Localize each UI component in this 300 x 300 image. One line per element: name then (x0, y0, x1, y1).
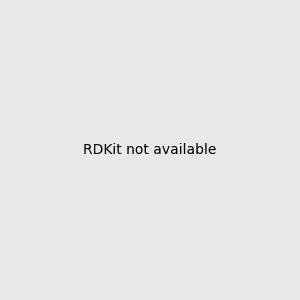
Text: RDKit not available: RDKit not available (83, 143, 217, 157)
